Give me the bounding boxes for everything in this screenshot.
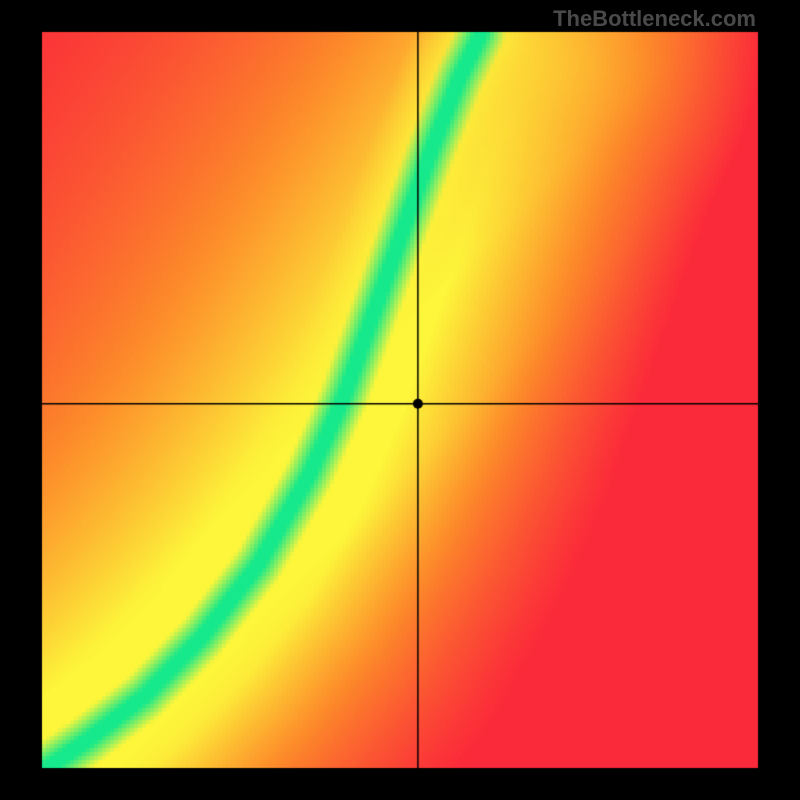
- watermark-text: TheBottleneck.com: [553, 6, 756, 32]
- bottleneck-heatmap: [0, 0, 800, 800]
